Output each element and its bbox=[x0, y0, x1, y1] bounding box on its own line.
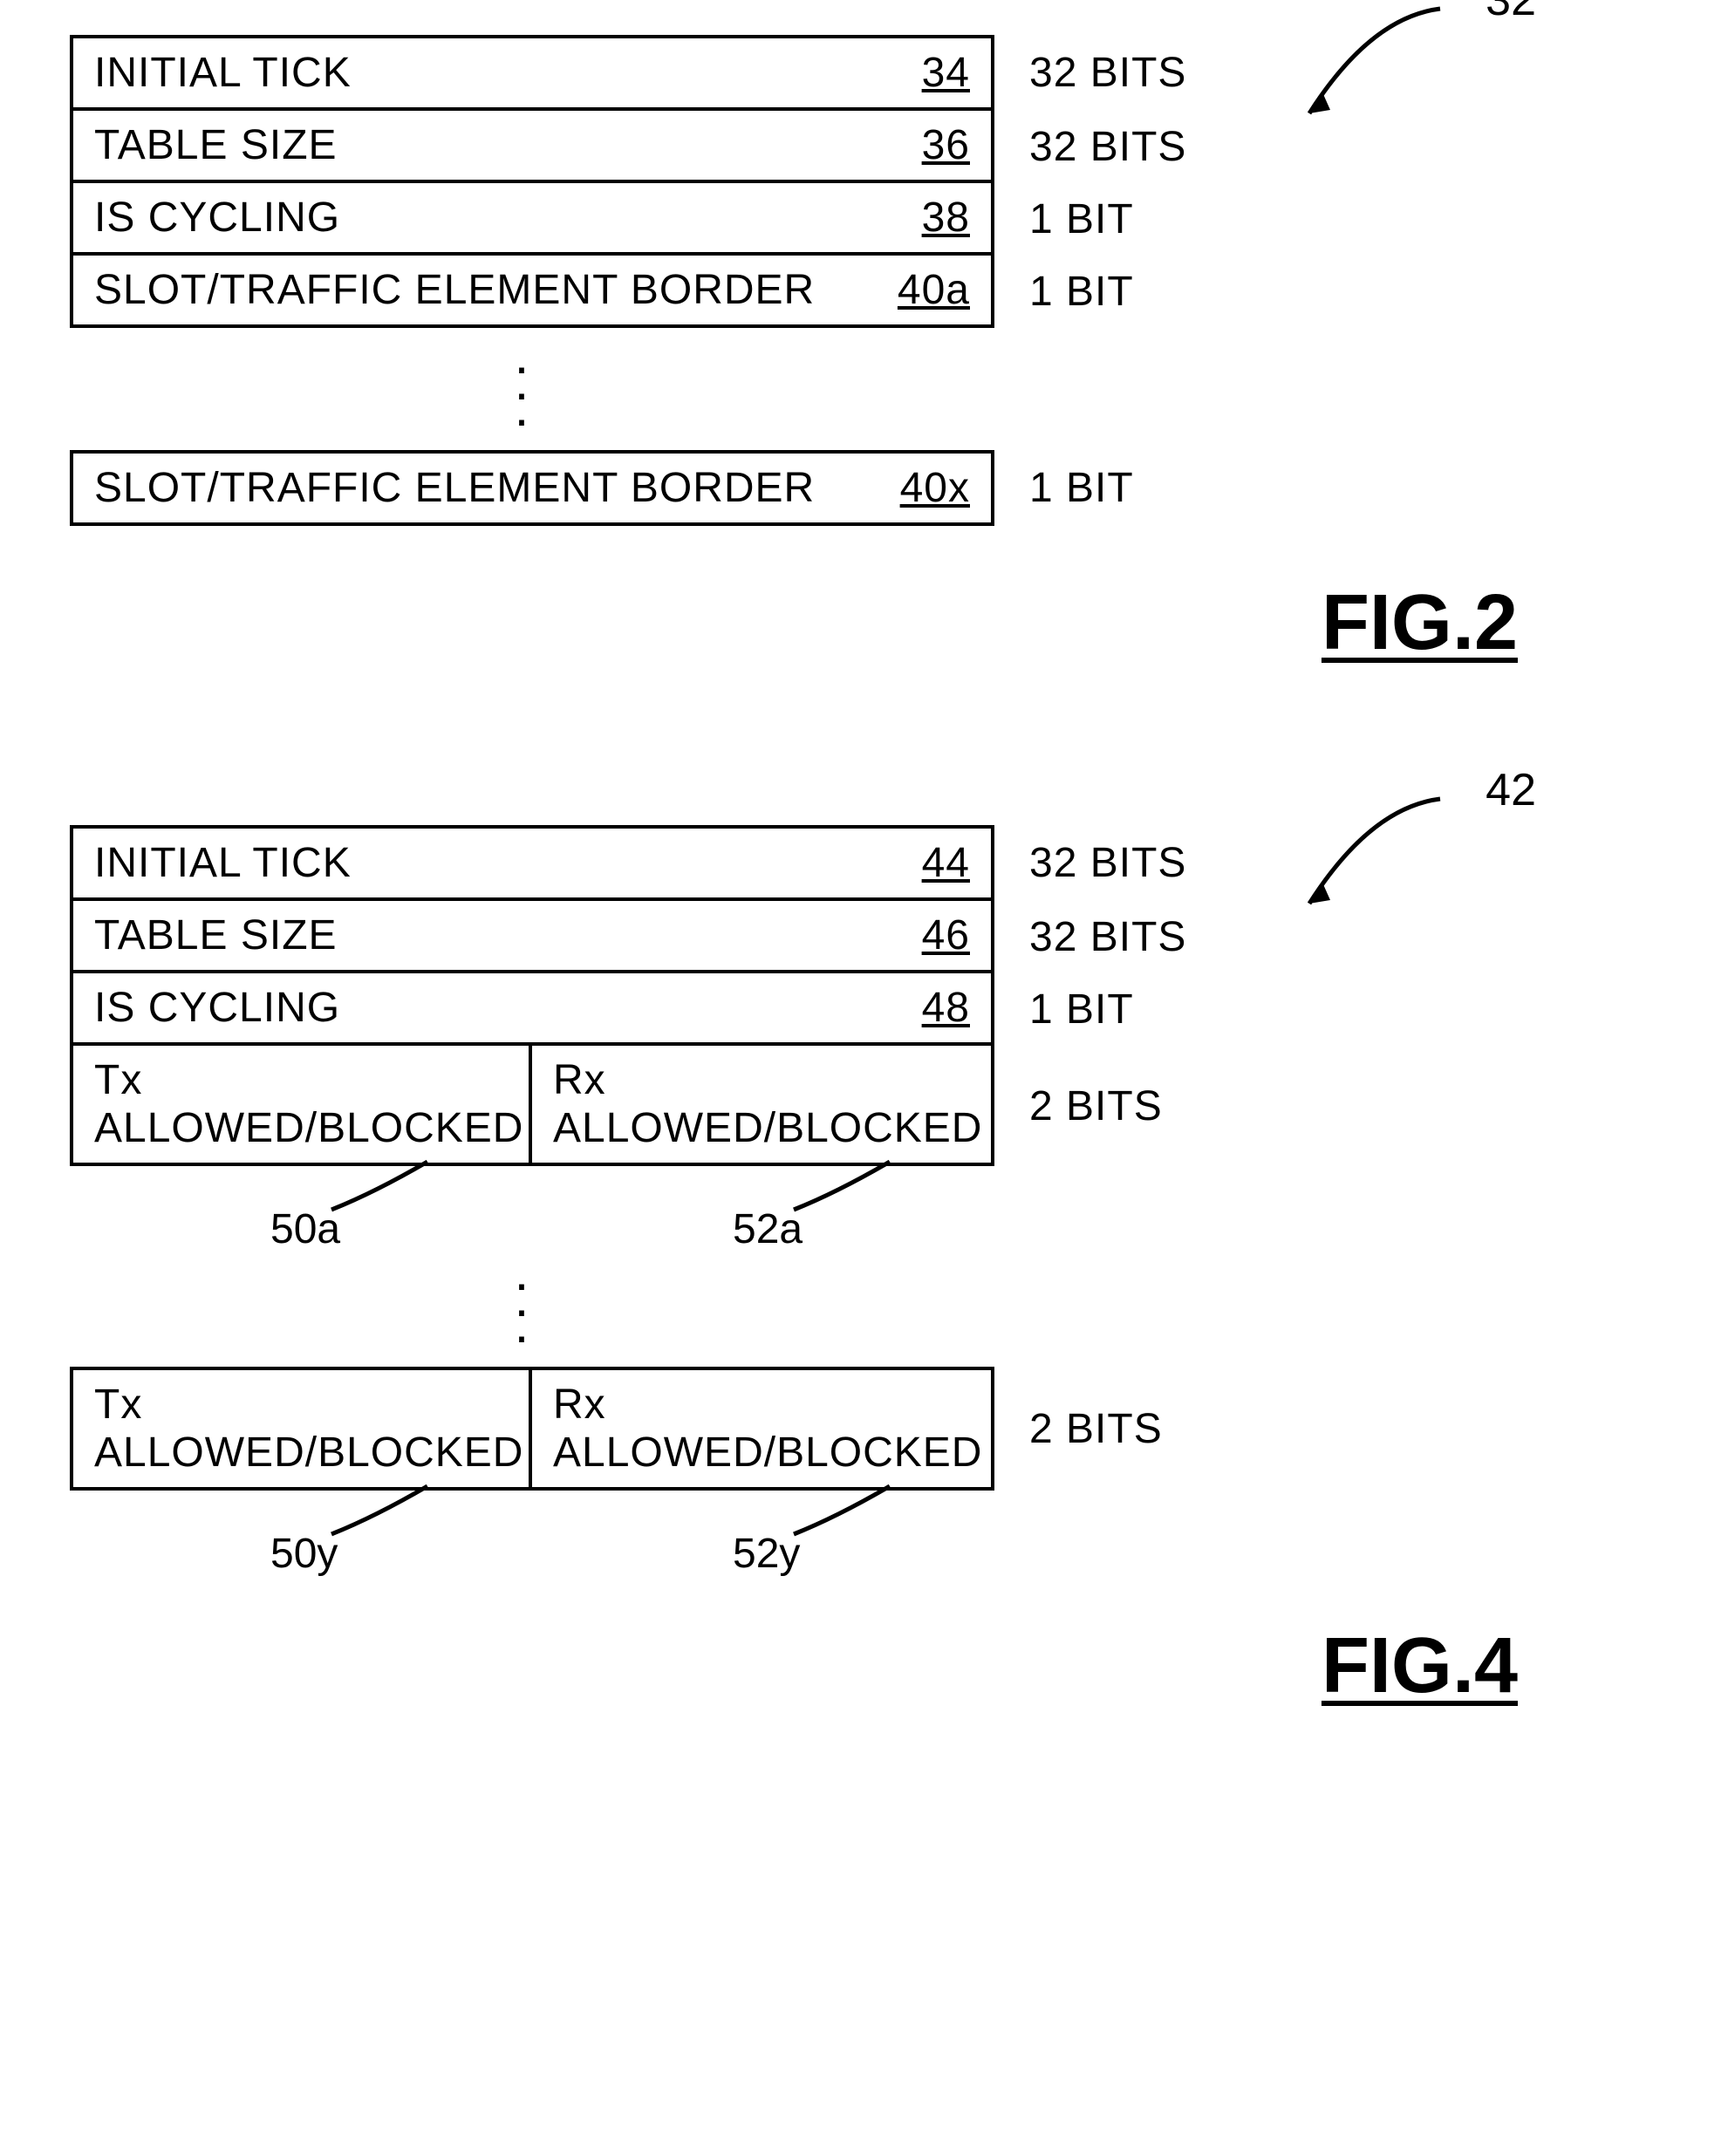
cell-label: IS CYCLING bbox=[94, 194, 340, 242]
fig4-below-a: 50a 52a bbox=[70, 1166, 994, 1245]
cell-is-cycling: IS CYCLING 48 bbox=[70, 973, 994, 1046]
ref-num: 44 bbox=[905, 839, 970, 887]
ref-num: 40a bbox=[880, 266, 970, 314]
fig4-row-txrx-a: Tx ALLOWED/BLOCKED Rx ALLOWED/BLOCKED 2 … bbox=[70, 1046, 1291, 1166]
bits-label: 1 BIT bbox=[1029, 268, 1134, 316]
fig4-caption: FIG.4 bbox=[35, 1621, 1518, 1711]
fig4-ellipsis: ··· bbox=[70, 1245, 994, 1367]
fig4-row-table-size: TABLE SIZE 46 32 BITS bbox=[70, 901, 1291, 973]
fig2-row-table-size: TABLE SIZE 36 32 BITS bbox=[70, 111, 1291, 183]
cell-label: SLOT/TRAFFIC ELEMENT BORDER bbox=[94, 266, 815, 314]
ref-num: 46 bbox=[905, 911, 970, 959]
bits-label: 32 BITS bbox=[1029, 49, 1186, 97]
fig2-table: INITIAL TICK 34 32 BITS TABLE SIZE 36 32… bbox=[70, 35, 1291, 328]
bits-label: 32 BITS bbox=[1029, 913, 1186, 961]
bits-label: 32 BITS bbox=[1029, 839, 1186, 887]
cell-table-size: TABLE SIZE 46 bbox=[70, 901, 994, 973]
arc-50a bbox=[323, 1157, 445, 1227]
ref-num: 40x bbox=[883, 464, 970, 512]
bits-label: 2 BITS bbox=[1029, 1082, 1163, 1130]
cell-table-size: TABLE SIZE 36 bbox=[70, 111, 994, 183]
ref-num: 34 bbox=[905, 49, 970, 97]
fig4-table-tail: Tx ALLOWED/BLOCKED Rx ALLOWED/BLOCKED 2 … bbox=[70, 1367, 1291, 1491]
arc-52y bbox=[785, 1482, 907, 1552]
ref-52a: 52a bbox=[733, 1205, 803, 1253]
ref-num: 48 bbox=[905, 984, 970, 1032]
ref-50a: 50a bbox=[270, 1205, 340, 1253]
fig4-row-txrx-y: Tx ALLOWED/BLOCKED Rx ALLOWED/BLOCKED 2 … bbox=[70, 1367, 1291, 1491]
bits-label: 1 BIT bbox=[1029, 195, 1134, 243]
bits-label: 1 BIT bbox=[1029, 986, 1134, 1034]
cell-label: INITIAL TICK bbox=[94, 839, 352, 887]
fig2-caption: FIG.2 bbox=[35, 578, 1518, 668]
cell-tx-allowed: Tx ALLOWED/BLOCKED bbox=[70, 1046, 532, 1166]
cell-slot-border: SLOT/TRAFFIC ELEMENT BORDER 40x bbox=[70, 450, 994, 526]
cell-label: TABLE SIZE bbox=[94, 121, 338, 169]
cell-label: INITIAL TICK bbox=[94, 49, 352, 97]
cell-tx-allowed: Tx ALLOWED/BLOCKED bbox=[70, 1367, 532, 1491]
bits-label: 1 BIT bbox=[1029, 464, 1134, 512]
ref-num: 38 bbox=[905, 194, 970, 242]
callout-ref-fig4: 42 bbox=[1486, 764, 1536, 816]
cell-initial-tick: INITIAL TICK 44 bbox=[70, 825, 994, 901]
bits-label: 2 BITS bbox=[1029, 1405, 1163, 1453]
cell-label: Tx ALLOWED/BLOCKED bbox=[94, 1056, 523, 1152]
fig2-row-slot-border-x: SLOT/TRAFFIC ELEMENT BORDER 40x 1 BIT bbox=[70, 450, 1291, 526]
cell-label: IS CYCLING bbox=[94, 984, 340, 1032]
cell-label: SLOT/TRAFFIC ELEMENT BORDER bbox=[94, 464, 815, 512]
figure-4: 42 INITIAL TICK 44 32 BITS TABLE SIZE 46… bbox=[35, 825, 1693, 1711]
ref-52y: 52y bbox=[733, 1530, 800, 1578]
cell-label: Tx ALLOWED/BLOCKED bbox=[94, 1381, 523, 1477]
fig4-table: INITIAL TICK 44 32 BITS TABLE SIZE 46 32… bbox=[70, 825, 1291, 1166]
cell-rx-allowed: Rx ALLOWED/BLOCKED bbox=[532, 1367, 994, 1491]
arc-52a bbox=[785, 1157, 907, 1227]
callout-ref-fig2: 32 bbox=[1486, 0, 1536, 26]
cell-is-cycling: IS CYCLING 38 bbox=[70, 183, 994, 256]
cell-rx-allowed: Rx ALLOWED/BLOCKED bbox=[532, 1046, 994, 1166]
fig4-below-y: 50y 52y bbox=[70, 1491, 994, 1569]
fig4-row-initial-tick: INITIAL TICK 44 32 BITS bbox=[70, 825, 1291, 901]
fig2-row-slot-border-a: SLOT/TRAFFIC ELEMENT BORDER 40a 1 BIT bbox=[70, 256, 1291, 328]
fig2-row-is-cycling: IS CYCLING 38 1 BIT bbox=[70, 183, 1291, 256]
fig4-row-is-cycling: IS CYCLING 48 1 BIT bbox=[70, 973, 1291, 1046]
bits-label: 32 BITS bbox=[1029, 123, 1186, 171]
arc-50y bbox=[323, 1482, 445, 1552]
cell-label: TABLE SIZE bbox=[94, 911, 338, 959]
callout-arrow-fig2 bbox=[1292, 0, 1466, 140]
cell-slot-border: SLOT/TRAFFIC ELEMENT BORDER 40a bbox=[70, 256, 994, 328]
callout-arrow-fig4 bbox=[1292, 790, 1466, 930]
fig2-table-tail: SLOT/TRAFFIC ELEMENT BORDER 40x 1 BIT bbox=[70, 450, 1291, 526]
cell-label: Rx ALLOWED/BLOCKED bbox=[553, 1056, 982, 1152]
fig2-ellipsis: ··· bbox=[70, 328, 994, 450]
ref-50y: 50y bbox=[270, 1530, 338, 1578]
figure-2: 32 INITIAL TICK 34 32 BITS TABLE SIZE 36… bbox=[35, 35, 1693, 668]
fig2-row-initial-tick: INITIAL TICK 34 32 BITS bbox=[70, 35, 1291, 111]
cell-label: Rx ALLOWED/BLOCKED bbox=[553, 1381, 982, 1477]
cell-initial-tick: INITIAL TICK 34 bbox=[70, 35, 994, 111]
ref-num: 36 bbox=[905, 121, 970, 169]
